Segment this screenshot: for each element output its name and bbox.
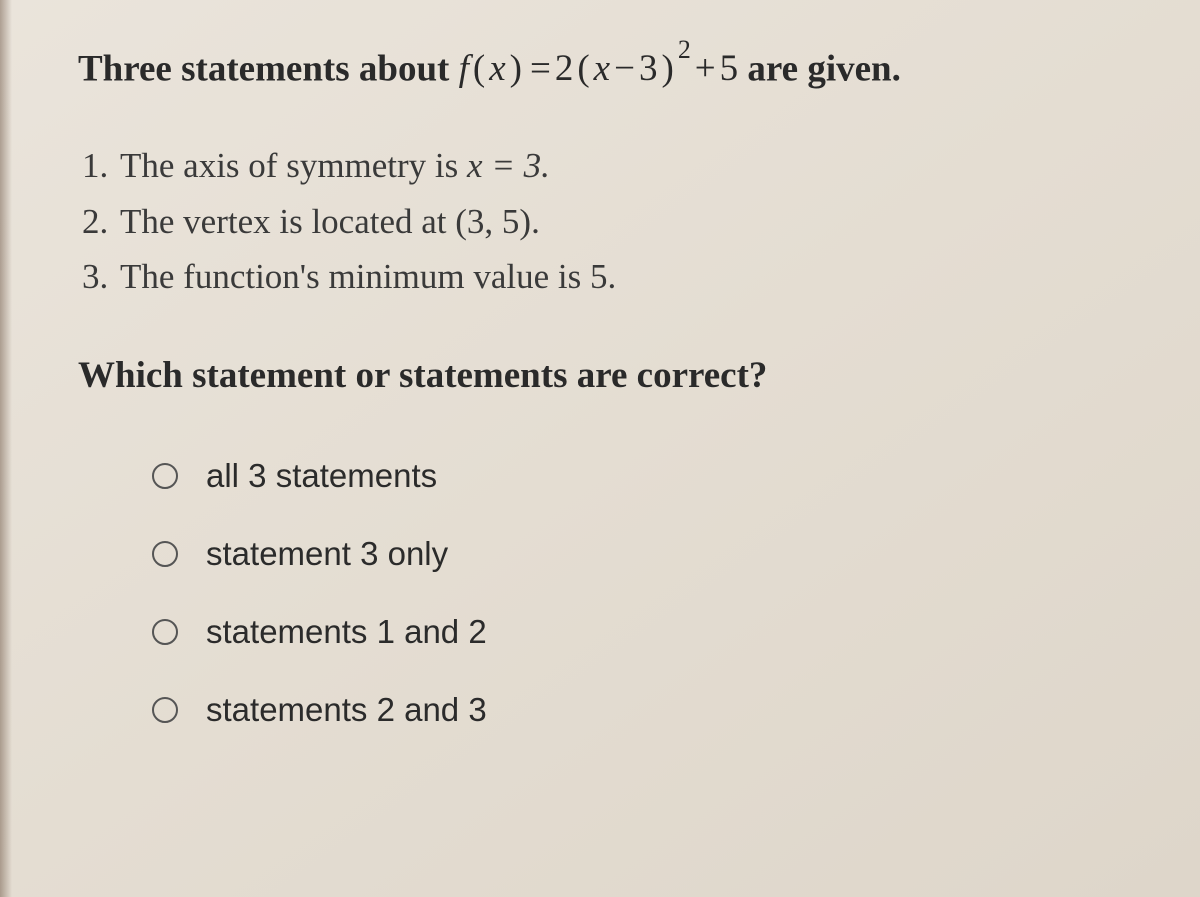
option-all-3[interactable]: all 3 statements	[152, 457, 1140, 495]
radio-icon[interactable]	[152, 697, 178, 723]
option-statement-3-only[interactable]: statement 3 only	[152, 535, 1140, 573]
question-prompt: Which statement or statements are correc…	[78, 354, 1140, 397]
option-statements-2-and-3[interactable]: statements 2 and 3	[152, 691, 1140, 729]
statement-math: x = 3.	[467, 146, 550, 185]
option-label: statements 2 and 3	[206, 691, 487, 729]
radio-icon[interactable]	[152, 619, 178, 645]
statement-text: The function's minimum value is 5.	[120, 257, 616, 296]
option-label: statement 3 only	[206, 535, 448, 573]
statement-number: 2.	[82, 194, 120, 249]
statement-number: 1.	[82, 138, 120, 193]
statement-3: 3.The function's minimum value is 5.	[82, 249, 1140, 304]
statement-text: The vertex is located at (3, 5).	[120, 202, 540, 241]
statement-number: 3.	[82, 249, 120, 304]
statement-text: The axis of symmetry is	[120, 146, 467, 185]
intro-prefix: Three statements about	[78, 48, 459, 89]
statement-1: 1.The axis of symmetry is x = 3.	[82, 138, 1140, 193]
option-label: all 3 statements	[206, 457, 437, 495]
question-intro: Three statements about f(x)=2(x−3)2+5 ar…	[78, 42, 1140, 94]
radio-icon[interactable]	[152, 541, 178, 567]
statement-2: 2.The vertex is located at (3, 5).	[82, 194, 1140, 249]
intro-suffix: are given.	[738, 48, 901, 89]
option-statements-1-and-2[interactable]: statements 1 and 2	[152, 613, 1140, 651]
radio-icon[interactable]	[152, 463, 178, 489]
question-page: Three statements about f(x)=2(x−3)2+5 ar…	[0, 0, 1200, 897]
answer-options: all 3 statements statement 3 only statem…	[152, 457, 1140, 729]
option-label: statements 1 and 2	[206, 613, 487, 651]
statements-list: 1.The axis of symmetry is x = 3. 2.The v…	[82, 138, 1140, 304]
function-expression: f(x)=2(x−3)2+5	[459, 48, 739, 89]
